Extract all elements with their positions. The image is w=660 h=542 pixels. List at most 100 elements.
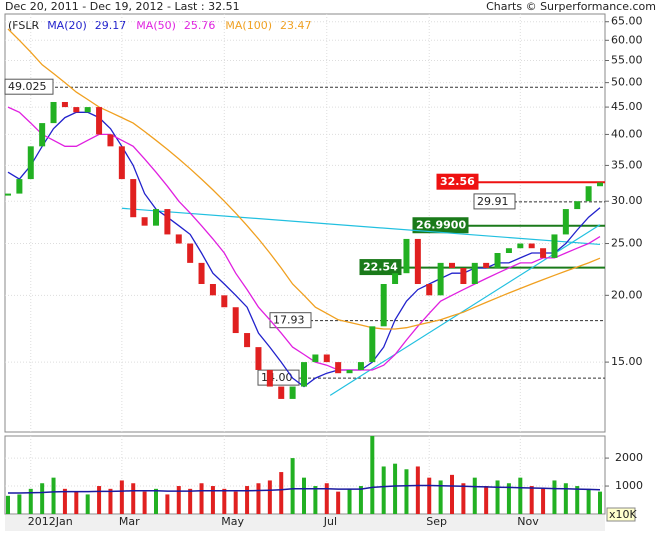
- volume-bar: [324, 483, 329, 514]
- volume-bar: [586, 488, 591, 514]
- level-label: 32.56: [440, 175, 475, 188]
- volume-bar: [28, 488, 33, 514]
- candle: [16, 179, 23, 194]
- volume-bar: [290, 458, 295, 514]
- volume-bar: [97, 486, 102, 514]
- y-tick-label: 25.00: [611, 237, 643, 250]
- volume-bar: [575, 486, 580, 514]
- candle: [437, 262, 444, 296]
- candle: [198, 262, 205, 285]
- volume-unit: x10K: [609, 508, 638, 521]
- level-label-box: [436, 173, 479, 190]
- candle: [73, 107, 80, 113]
- volume-bar: [17, 494, 22, 514]
- candle: [585, 186, 592, 202]
- volume-bar: [222, 488, 227, 514]
- candle: [323, 354, 330, 363]
- volume-bar: [154, 488, 158, 514]
- y-tick-label: 30.00: [611, 194, 643, 207]
- volume-bar: [495, 480, 500, 514]
- candle: [460, 267, 467, 285]
- candle: [221, 295, 228, 308]
- legend-value: 29.17: [95, 19, 127, 32]
- volume-bar: [119, 480, 124, 514]
- level-label: 26.9900: [416, 219, 466, 232]
- volume-bar: [62, 488, 67, 514]
- candle: [392, 273, 399, 285]
- candle: [5, 193, 11, 196]
- y-tick-label: 1000: [615, 479, 643, 492]
- volume-bar: [563, 483, 568, 514]
- volume-bar: [427, 477, 432, 514]
- candle: [255, 347, 262, 370]
- candle: [209, 284, 216, 296]
- chart-title: Dec 20, 2011 - Dec 19, 2012 - Last : 32.…: [5, 0, 240, 13]
- legend-value: 25.76: [184, 19, 216, 32]
- y-tick-label: 2000: [615, 451, 643, 464]
- volume-bar: [40, 483, 45, 514]
- volume-bar: [393, 463, 398, 514]
- level-label-box: [473, 193, 516, 210]
- candle: [164, 209, 171, 235]
- x-tick-label: Mar: [119, 515, 140, 528]
- volume-bar: [506, 483, 511, 514]
- volume-bar: [404, 469, 409, 514]
- candle: [574, 201, 581, 210]
- volume-bar: [131, 483, 136, 514]
- level-label: 14.00: [261, 371, 293, 384]
- candle: [187, 243, 194, 263]
- volume-bar: [450, 474, 454, 514]
- candle: [312, 354, 319, 363]
- candle: [335, 362, 342, 374]
- candle: [61, 101, 68, 108]
- candle: [517, 243, 524, 249]
- candle: [551, 234, 558, 258]
- volume-bar: [6, 495, 10, 514]
- y-tick-label: 40.00: [611, 127, 643, 140]
- candle: [494, 253, 501, 268]
- y-tick-label: 45.00: [611, 100, 643, 113]
- candle: [483, 262, 490, 268]
- level-label: 49.025: [8, 80, 47, 93]
- volume-bar: [598, 491, 602, 514]
- volume-bar: [51, 477, 56, 514]
- volume-bar: [210, 486, 215, 514]
- volume-bar: [142, 491, 147, 514]
- candle: [244, 333, 251, 348]
- volume-bar: [484, 486, 489, 514]
- volume-bar: [358, 486, 363, 514]
- volume-bar: [438, 480, 443, 514]
- volume-bar: [245, 486, 250, 514]
- moving-average: [7, 106, 601, 371]
- volume-bar: [552, 480, 557, 514]
- volume-bar: [74, 491, 79, 514]
- x-axis-strip: [5, 515, 605, 531]
- candle: [130, 179, 137, 218]
- candle: [540, 248, 547, 258]
- volume-bar: [472, 477, 477, 514]
- volume-bar: [256, 483, 261, 514]
- moving-average: [7, 111, 601, 388]
- candle: [39, 123, 46, 147]
- price-panel: [4, 13, 606, 433]
- volume-bar: [302, 477, 306, 514]
- level-label: 22.54: [363, 261, 398, 274]
- volume-bar: [165, 494, 170, 514]
- y-tick-label: 15.00: [611, 355, 643, 368]
- level-label-box: [359, 259, 402, 276]
- candle: [403, 238, 410, 274]
- x-tick-label: May: [221, 515, 244, 528]
- y-tick-label: 35.00: [611, 158, 643, 171]
- source: Charts © Surperformance.com: [486, 0, 656, 13]
- candle: [597, 182, 603, 187]
- level-label: 29.91: [477, 195, 509, 208]
- y-tick-label: 65.00: [611, 15, 643, 28]
- candle: [562, 209, 569, 235]
- legend: (FSLR MA(20) 29.17 MA(50) 25.76 MA(100) 23.47: [8, 19, 312, 32]
- candle: [278, 386, 285, 399]
- y-tick-label: 20.00: [611, 288, 643, 301]
- volume-bar: [267, 480, 272, 514]
- candle: [357, 362, 364, 370]
